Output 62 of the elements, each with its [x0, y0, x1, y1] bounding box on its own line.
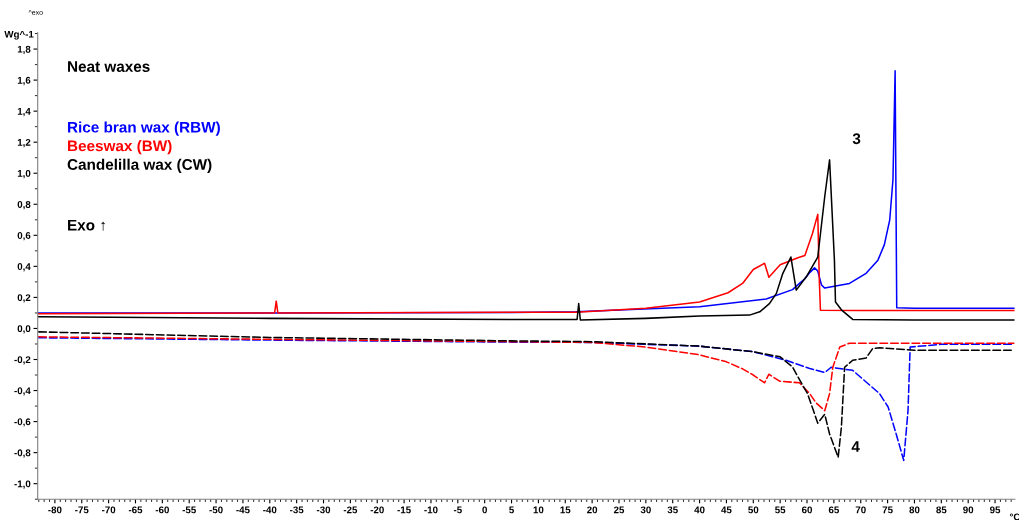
y-tick-label: 0,0 [17, 325, 31, 334]
x-tick-label: -10 [424, 506, 438, 514]
x-tick-label: 0 [482, 506, 487, 514]
text: Candelilla wax (CW) [67, 158, 212, 173]
x-tick-label: 60 [801, 506, 813, 514]
line-series [38, 336, 1015, 412]
x-tick-label: 95 [989, 506, 1001, 514]
x-tick-label: -65 [128, 506, 143, 514]
y-tick-label: -0,6 [14, 418, 31, 427]
y-tick-label: 0,8 [17, 201, 31, 210]
x-tick-label: -5 [453, 506, 462, 514]
x-tick-label: -55 [182, 506, 196, 514]
x-tick-label: 20 [587, 506, 598, 514]
x-tick-label: 30 [640, 506, 651, 514]
x-tick-label: -45 [236, 506, 250, 514]
x-tick-label: 75 [882, 506, 893, 514]
annotation: Exo ↑ [68, 219, 105, 231]
y-tick-label: 0,2 [17, 294, 31, 303]
x-tick-label: 5 [509, 506, 514, 514]
x-tick-label: -75 [75, 506, 89, 514]
y-tick-label: -0,4 [14, 387, 31, 396]
y-tick-label: -1,0 [14, 480, 31, 489]
x-tick-label: -15 [397, 506, 411, 514]
line-series [38, 213, 1015, 315]
x-tick-label: -35 [290, 506, 304, 514]
x-tick-label: -25 [343, 506, 358, 514]
x-tick-label: 15 [560, 506, 571, 514]
y-tick-label: 1,0 [17, 169, 31, 179]
x-tick-label: -60 [155, 506, 169, 514]
x-tick-label: 70 [855, 506, 866, 514]
y-tick-label: 1,8 [17, 45, 31, 55]
x-tick-label: 55 [775, 506, 786, 514]
x-tick-label: 45 [721, 506, 732, 514]
line-series [38, 159, 1015, 321]
x-tick-label: 65 [828, 506, 840, 514]
y-tick-label: 0,6 [17, 232, 31, 241]
y-tick-label: 1,4 [17, 107, 31, 117]
y-tick-label: 1,6 [17, 76, 31, 86]
x-tick-label: 50 [748, 506, 759, 514]
text: Rice bran wax (RBW) [68, 121, 220, 136]
x-tick-label: -50 [209, 506, 223, 514]
y-tick-label: 0,4 [17, 263, 31, 272]
x-tick-label: -70 [101, 506, 116, 514]
y-tick-label: -0,2 [14, 356, 31, 365]
x-tick-label: 90 [963, 506, 974, 514]
x-tick-label: 85 [936, 506, 947, 514]
annotation: 3 [852, 133, 861, 145]
x-tick-label: 40 [694, 506, 705, 514]
x-tick-label: -30 [316, 506, 331, 514]
x-tick-label: 35 [667, 506, 678, 514]
y-tick-label: 1,2 [17, 138, 31, 148]
annotation: 4 [851, 441, 860, 452]
x-tick-label: -80 [48, 506, 62, 514]
y-tick-label: -0,8 [14, 449, 31, 458]
x-tick-label: 10 [533, 506, 544, 514]
text: Beeswax (BW) [68, 140, 172, 155]
y-axis-title: Wg^-1 [4, 30, 34, 40]
x-tick-label: 80 [909, 506, 920, 514]
text: Neat waxes [68, 61, 150, 72]
x-tick-label: -40 [263, 506, 277, 514]
x-tick-label: -20 [370, 506, 384, 514]
x-tick-label: 25 [613, 506, 625, 514]
